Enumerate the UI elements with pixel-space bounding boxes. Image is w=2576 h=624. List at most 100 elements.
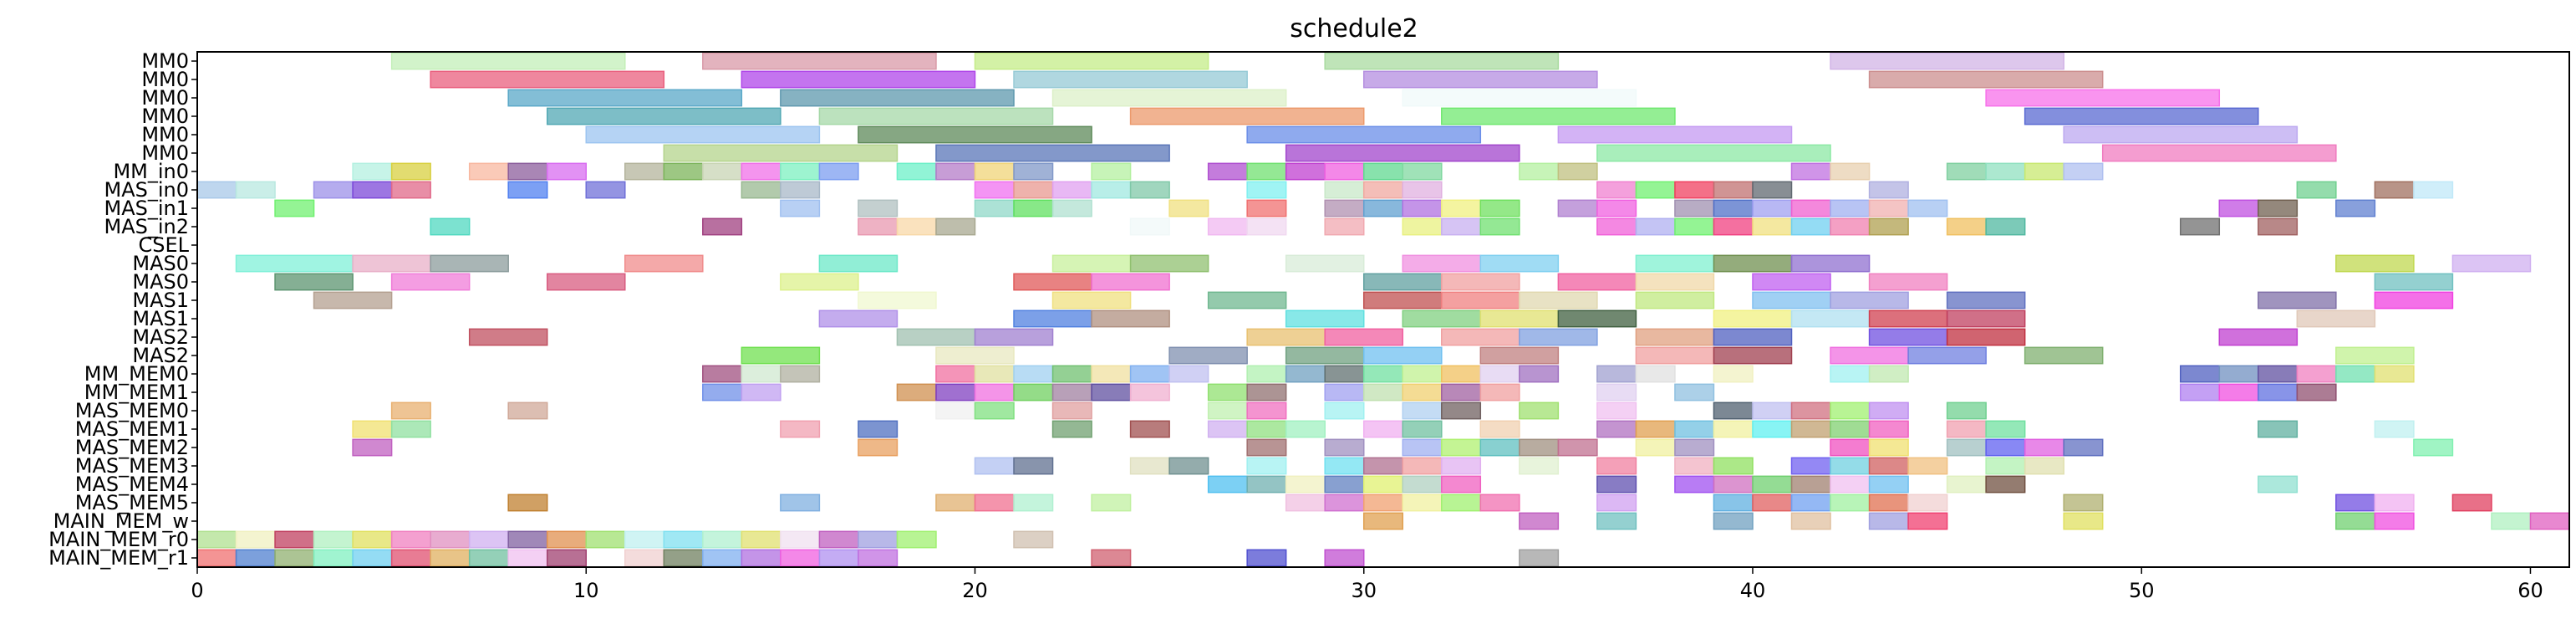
task-bar [1013,383,1054,402]
task-bar [1830,162,1871,181]
task-bar [1051,402,1092,420]
task-bar [1868,309,1948,328]
task-bar [1985,162,2026,181]
task-bar [2529,512,2570,530]
task-bar [1868,328,1948,346]
task-bar [1946,402,1987,420]
task-bar [780,273,859,291]
task-bar [585,530,626,549]
x-tick-label: 60 [2517,579,2543,602]
task-bar [1246,475,1287,494]
task-bar [1013,530,1054,549]
task-bar [1596,457,1637,475]
task-bar [780,162,821,181]
task-bar [1596,512,1637,530]
task-bar [430,530,471,549]
task-bar [1129,181,1170,199]
task-bar [896,328,976,346]
task-bar [780,365,821,383]
task-bar [1324,365,1365,383]
task-bar [1051,89,1287,107]
task-bar [2180,217,2221,236]
task-bar [702,217,743,236]
task-bar [1402,309,1482,328]
task-bar [235,254,354,273]
task-bar [546,530,587,549]
task-bar [1441,438,1482,457]
y-tick-label: MAIN_MEM_w [53,509,189,533]
task-bar [1441,494,1482,512]
y-tick-label: MM0 [141,49,189,73]
task-bar [1946,309,2026,328]
task-bar [624,530,665,549]
task-bar [1168,457,1209,475]
task-bar [1868,199,1909,217]
task-bar [858,420,899,438]
task-bar [2063,512,2104,530]
task-bar [1596,420,1637,438]
task-bar [780,89,1015,107]
task-bar [780,420,821,438]
task-bar [390,273,471,291]
task-bar [1519,365,1560,383]
task-bar [1868,512,1909,530]
y-tick-label: MAS0 [132,252,189,275]
task-bar [1868,420,1909,438]
task-bar [507,162,548,181]
task-bar [1051,254,1132,273]
task-bar [1479,346,1560,365]
task-bar [2296,365,2337,383]
y-tick-label: MAS_in1 [104,197,189,220]
task-bar [1519,438,1560,457]
task-bar [1635,291,1715,309]
task-bar [1790,457,1831,475]
task-bar [1168,199,1209,217]
task-bar [2296,181,2337,199]
task-bar [468,530,509,549]
task-bar [1946,291,2026,309]
task-bar [352,181,393,199]
task-bar [2218,328,2299,346]
task-bar [1596,475,1637,494]
task-bar [1790,475,1831,494]
task-bar [2335,254,2415,273]
task-bar [1324,181,1365,199]
task-bar [1596,402,1637,420]
task-bar [1868,365,1909,383]
task-bar [2063,125,2299,144]
task-bar [1868,70,2104,89]
task-bar [1713,512,1754,530]
task-bar [2024,107,2259,125]
task-bar [2296,383,2337,402]
task-bar [741,383,781,402]
task-bar [1674,420,1715,438]
task-bar [2335,365,2376,383]
task-bar [1752,217,1793,236]
task-bar [2063,494,2104,512]
task-bar [390,162,431,181]
task-bar [702,530,743,549]
task-bar [1013,457,1054,475]
task-bar [818,309,899,328]
task-bar [1713,420,1754,438]
task-bar [663,530,704,549]
task-bars [196,52,2570,567]
task-bar [1519,549,1560,567]
task-bar [818,530,859,549]
task-bar [1441,217,1482,236]
task-bar [1674,217,1715,236]
y-tick-label: MM0 [141,141,189,165]
task-bar [1790,420,1831,438]
task-bar [546,107,781,125]
task-bar [2258,383,2299,402]
task-bar [1013,162,1054,181]
task-bar [1441,107,1676,125]
task-bar [1402,494,1443,512]
task-bar [1246,162,1287,181]
task-bar [780,549,821,567]
task-bar [1362,273,1443,291]
task-bar [2024,346,2104,365]
task-bar [1246,217,1287,236]
y-tick-label: MAS_MEM2 [75,436,189,459]
